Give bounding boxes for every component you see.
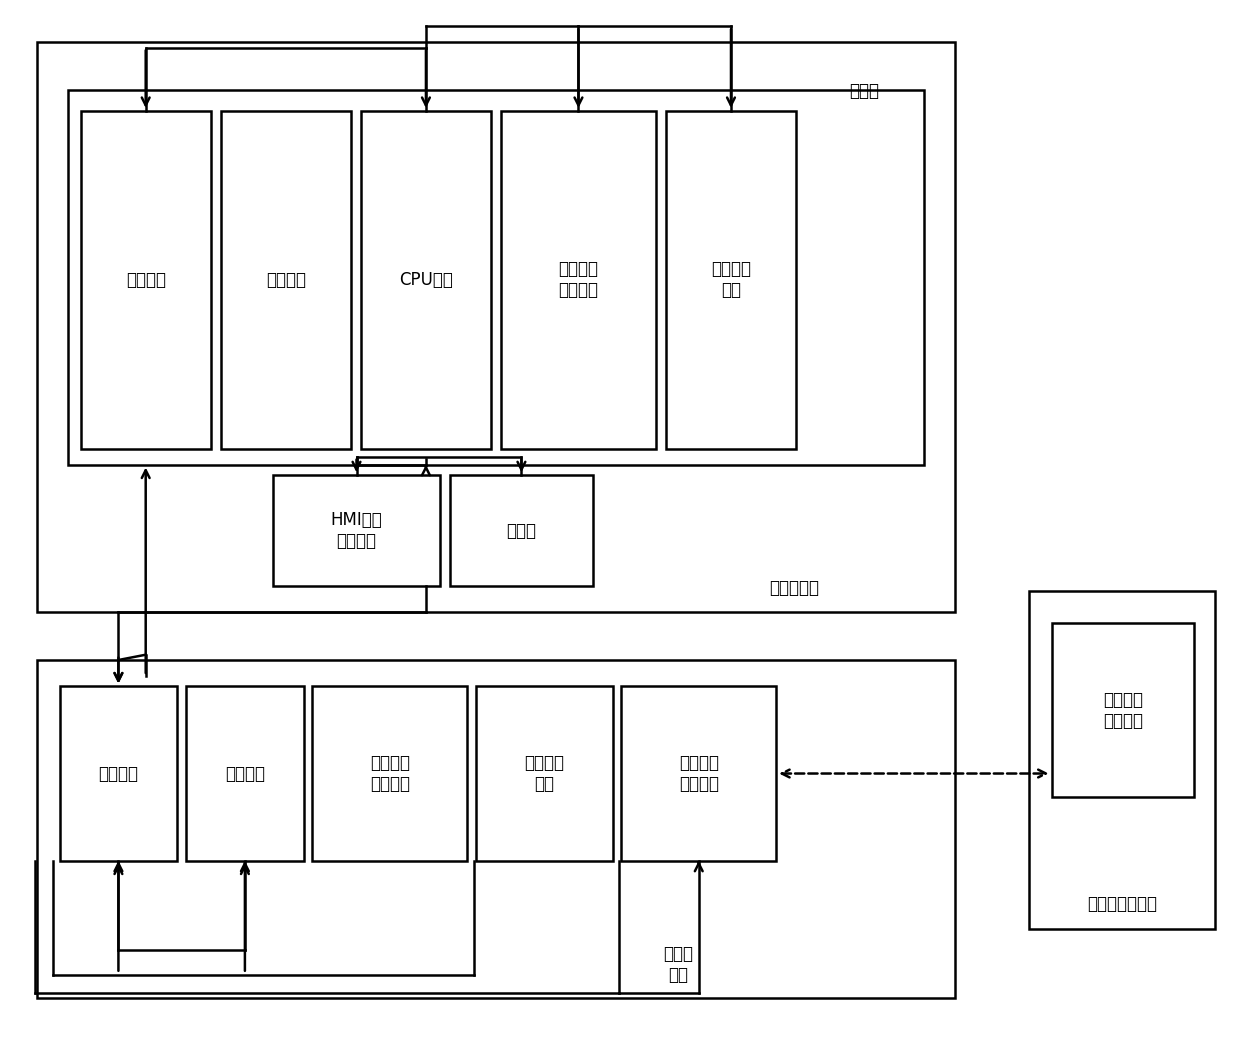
Bar (81, 111, 211, 449)
Bar (1052, 623, 1194, 797)
Bar (361, 111, 491, 449)
Bar (186, 686, 304, 861)
Bar (37, 42, 955, 612)
Text: 机舱无线
通信模块: 机舱无线 通信模块 (678, 754, 719, 793)
Bar (273, 475, 440, 586)
Bar (221, 111, 351, 449)
Text: 定位模块: 定位模块 (224, 765, 265, 782)
Text: 联调一体柜: 联调一体柜 (769, 579, 818, 597)
Text: 电源模块: 电源模块 (265, 270, 306, 289)
Bar (1029, 591, 1215, 929)
Text: 光纤模块: 光纤模块 (98, 765, 139, 782)
Text: 机舱控
制柜: 机舱控 制柜 (663, 945, 693, 984)
Bar (666, 111, 796, 449)
Bar (501, 111, 656, 449)
Text: 光纤模块: 光纤模块 (125, 270, 166, 289)
Text: CPU模块: CPU模块 (399, 270, 453, 289)
Text: 打印机: 打印机 (506, 522, 537, 540)
Bar (68, 90, 924, 465)
Bar (37, 660, 955, 998)
Text: 模拟输入
模块: 模拟输入 模块 (525, 754, 564, 793)
Bar (60, 686, 177, 861)
Text: 控制箱: 控制箱 (849, 82, 879, 100)
Bar (450, 475, 593, 586)
Bar (312, 686, 467, 861)
Text: 数字输入
输出模块: 数字输入 输出模块 (370, 754, 410, 793)
Text: 数字输入
输出模块: 数字输入 输出模块 (558, 261, 599, 299)
Text: 轮毂无线
通信模块: 轮毂无线 通信模块 (1102, 691, 1143, 730)
Bar (476, 686, 613, 861)
Bar (621, 686, 776, 861)
Text: HMI人机
交互模块: HMI人机 交互模块 (331, 511, 382, 550)
Text: 模拟输入
模块: 模拟输入 模块 (711, 261, 751, 299)
Text: 轮毂变桨控制柜: 轮毂变桨控制柜 (1087, 895, 1157, 913)
